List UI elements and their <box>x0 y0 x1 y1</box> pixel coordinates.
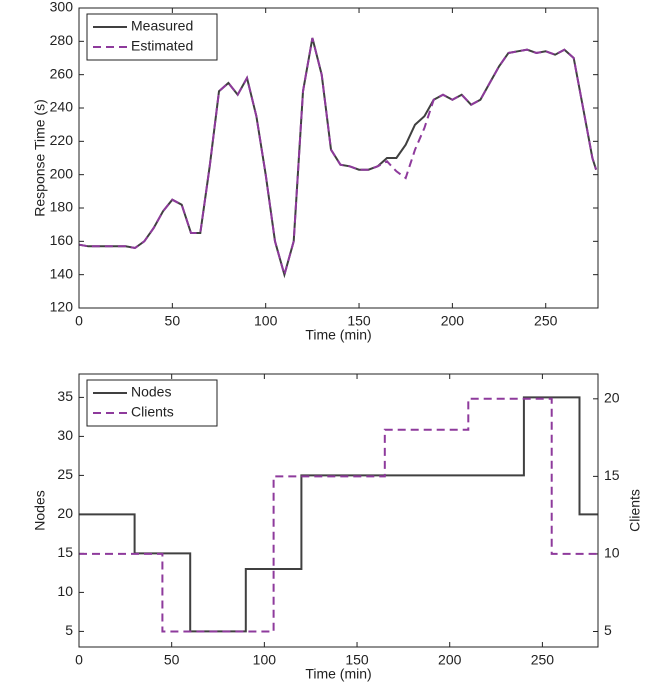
y2-tick-label: 20 <box>604 390 620 406</box>
x-tick-label: 50 <box>165 313 181 329</box>
plot-frame <box>78 373 599 648</box>
y-tick-label: 15 <box>57 544 73 560</box>
y-tick-label: 300 <box>50 0 74 15</box>
legend-label: Measured <box>131 18 193 34</box>
x-tick-label: 150 <box>347 313 371 329</box>
y-tick-label: 25 <box>57 466 73 482</box>
y-tick-label: 180 <box>50 199 74 215</box>
x-tick-label: 200 <box>438 652 462 668</box>
y-tick-label: 10 <box>57 583 73 599</box>
x-tick-label: 100 <box>254 313 278 329</box>
y-tick-label: 240 <box>50 99 74 115</box>
legend-label: Estimated <box>131 38 193 54</box>
x-tick-label: 150 <box>345 652 369 668</box>
legend-box <box>86 13 218 61</box>
legend-label: Clients <box>131 404 174 420</box>
y-tick-label: 35 <box>57 388 73 404</box>
y-tick-label: 160 <box>50 232 74 248</box>
plot-frame <box>78 7 599 309</box>
x-tick-label: 250 <box>531 652 555 668</box>
x-tick-label: 0 <box>75 652 83 668</box>
legend-label: Nodes <box>131 384 171 400</box>
y-tick-label: 140 <box>50 265 74 281</box>
x-tick-label: 250 <box>534 313 558 329</box>
series-line <box>78 37 598 279</box>
y2-tick-label: 15 <box>604 467 620 483</box>
x-tick-label: 200 <box>441 313 465 329</box>
y-tick-label: 260 <box>50 65 74 81</box>
y2-tick-label: 10 <box>604 545 620 561</box>
x-tick-label: 50 <box>164 652 180 668</box>
y-tick-label: 220 <box>50 132 74 148</box>
y2-tick-label: 5 <box>604 622 612 638</box>
y-tick-label: 30 <box>57 427 73 443</box>
y-axis-label: Nodes <box>32 490 48 530</box>
series-line <box>79 397 598 633</box>
series-line <box>78 37 598 279</box>
y-tick-label: 20 <box>57 505 73 521</box>
y-tick-label: 120 <box>50 299 74 315</box>
x-tick-label: 0 <box>75 313 83 329</box>
x-axis-label: Time (min) <box>305 327 371 343</box>
y2-axis-label: Clients <box>627 489 643 532</box>
y-axis-label: Response Time (s) <box>32 99 48 216</box>
y-tick-label: 280 <box>50 32 74 48</box>
x-tick-label: 100 <box>253 652 277 668</box>
y-tick-label: 200 <box>50 165 74 181</box>
y-tick-label: 5 <box>65 622 73 638</box>
legend-box <box>86 379 218 427</box>
series-line <box>79 396 598 633</box>
x-axis-label: Time (min) <box>305 666 371 682</box>
